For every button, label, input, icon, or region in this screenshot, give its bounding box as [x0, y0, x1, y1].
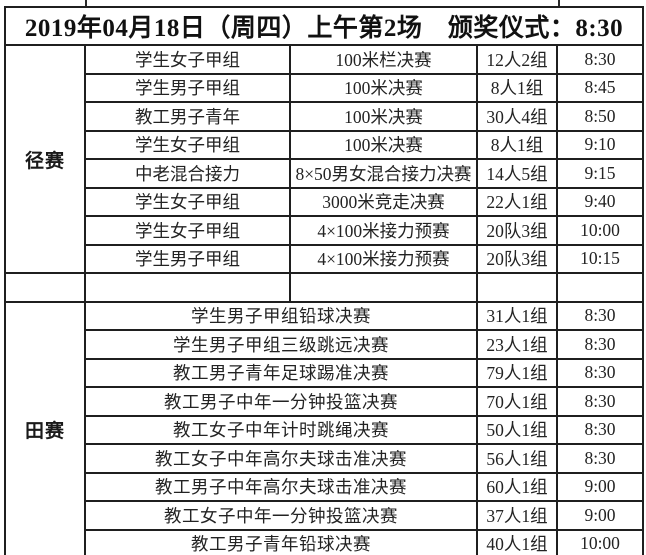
table-row: 学生男子甲组 100米决赛 8人1组 8:45 [5, 72, 645, 103]
entrants-cell: 40人1组 [476, 528, 558, 555]
time-cell: 9:00 [555, 471, 645, 502]
table-row: 教工女子中年高尔夫球击准决赛 56人1组 8:30 [5, 443, 645, 474]
group-cell: 学生女子甲组 [84, 44, 291, 75]
separator-row [4, 272, 645, 303]
section-label-field: 田赛 [4, 300, 86, 555]
time-cell: 8:45 [555, 72, 645, 103]
event-cell: 100米栏决赛 [289, 44, 478, 75]
event-cell: 教工男子中年高尔夫球击准决赛 [84, 471, 478, 502]
event-cell: 教工男子中年一分钟投篮决赛 [84, 386, 478, 417]
table-row: 中老混合接力 8×50男女混合接力决赛 14人5组 9:15 [5, 158, 645, 189]
event-cell: 3000米竞走决赛 [289, 186, 478, 217]
time-cell: 8:30 [555, 44, 645, 75]
event-cell: 教工男子青年足球踢准决赛 [84, 357, 478, 388]
entrants-cell: 30人4组 [476, 101, 558, 132]
event-cell: 8×50男女混合接力决赛 [289, 158, 478, 189]
time-cell: 8:30 [555, 443, 645, 474]
separator-cell [4, 272, 86, 303]
table-row: 学生女子甲组 100米决赛 8人1组 9:10 [5, 129, 645, 160]
time-cell: 10:00 [555, 528, 645, 555]
entrants-cell: 20队3组 [476, 243, 558, 274]
time-cell: 10:00 [555, 215, 645, 246]
section-label-track: 径赛 [4, 44, 86, 274]
entrants-cell: 37人1组 [476, 500, 558, 531]
table-row: 教工男子青年铅球决赛 40人1组 10:00 [5, 528, 645, 555]
event-cell: 教工女子中年一分钟投篮决赛 [84, 500, 478, 531]
group-cell: 中老混合接力 [84, 158, 291, 189]
group-cell: 教工男子青年 [84, 101, 291, 132]
entrants-cell: 8人1组 [476, 72, 558, 103]
entrants-cell: 70人1组 [476, 386, 558, 417]
event-cell: 学生男子甲组三级跳远决赛 [84, 329, 478, 360]
entrants-cell: 22人1组 [476, 186, 558, 217]
table-row: 教工男子中年一分钟投篮决赛 70人1组 8:30 [5, 386, 645, 417]
event-cell: 100米决赛 [289, 129, 478, 160]
separator-cell [84, 272, 291, 303]
entrants-cell: 8人1组 [476, 129, 558, 160]
group-cell: 学生男子甲组 [84, 243, 291, 274]
entrants-cell: 31人1组 [476, 300, 558, 331]
entrants-cell: 20队3组 [476, 215, 558, 246]
event-schedule-table: 2019年04月18日（周四）上午第2场 颁奖仪式：8:30 径赛 学生女子甲组… [3, 6, 645, 555]
table-row: 径赛 学生女子甲组 100米栏决赛 12人2组 8:30 [4, 44, 645, 274]
group-cell: 学生男子甲组 [84, 72, 291, 103]
table-row: 学生女子甲组 3000米竞走决赛 22人1组 9:40 [5, 186, 645, 217]
table-row: 教工女子中年计时跳绳决赛 50人1组 8:30 [5, 414, 645, 445]
time-cell: 9:15 [555, 158, 645, 189]
group-cell: 学生女子甲组 [84, 129, 291, 160]
entrants-cell: 14人5组 [476, 158, 558, 189]
table-row: 教工女子中年一分钟投篮决赛 37人1组 9:00 [5, 500, 645, 531]
entrants-cell: 56人1组 [476, 443, 558, 474]
table-row: 教工男子青年足球踢准决赛 79人1组 8:30 [5, 357, 645, 388]
event-cell: 4×100米接力预赛 [289, 215, 478, 246]
entrants-cell: 79人1组 [476, 357, 558, 388]
entrants-cell: 12人2组 [476, 44, 558, 75]
separator-cell [289, 272, 478, 303]
group-cell: 学生女子甲组 [84, 215, 291, 246]
event-cell: 100米决赛 [289, 72, 478, 103]
cropped-gridline-artifact [558, 0, 560, 7]
event-cell: 教工女子中年计时跳绳决赛 [84, 414, 478, 445]
time-cell: 8:30 [555, 414, 645, 445]
table-row: 田赛 学生男子甲组铅球决赛 31人1组 8:30 [4, 300, 645, 555]
page-title: 2019年04月18日（周四）上午第2场 颁奖仪式：8:30 [3, 6, 645, 46]
time-cell: 8:30 [555, 300, 645, 331]
entrants-cell: 50人1组 [476, 414, 558, 445]
time-cell: 9:00 [555, 500, 645, 531]
time-cell: 8:30 [555, 329, 645, 360]
table-row: 教工男子青年 100米决赛 30人4组 8:50 [5, 101, 645, 132]
time-cell: 10:15 [555, 243, 645, 274]
time-cell: 8:50 [555, 101, 645, 132]
group-cell: 学生女子甲组 [84, 186, 291, 217]
event-cell: 教工男子青年铅球决赛 [84, 528, 478, 555]
event-cell: 100米决赛 [289, 101, 478, 132]
table-row: 学生男子甲组 4×100米接力预赛 20队3组 10:15 [5, 243, 645, 274]
event-cell: 4×100米接力预赛 [289, 243, 478, 274]
event-cell: 学生男子甲组铅球决赛 [84, 300, 478, 331]
separator-cell [476, 272, 558, 303]
time-cell: 8:30 [555, 357, 645, 388]
time-cell: 9:40 [555, 186, 645, 217]
entrants-cell: 23人1组 [476, 329, 558, 360]
table-row: 教工男子中年高尔夫球击准决赛 60人1组 9:00 [5, 471, 645, 502]
time-cell: 8:30 [555, 386, 645, 417]
separator-cell [555, 272, 645, 303]
event-cell: 教工女子中年高尔夫球击准决赛 [84, 443, 478, 474]
table-row: 学生男子甲组三级跳远决赛 23人1组 8:30 [5, 329, 645, 360]
entrants-cell: 60人1组 [476, 471, 558, 502]
time-cell: 9:10 [555, 129, 645, 160]
cropped-gridline-artifact [85, 0, 87, 7]
table-row: 学生女子甲组 4×100米接力预赛 20队3组 10:00 [5, 215, 645, 246]
